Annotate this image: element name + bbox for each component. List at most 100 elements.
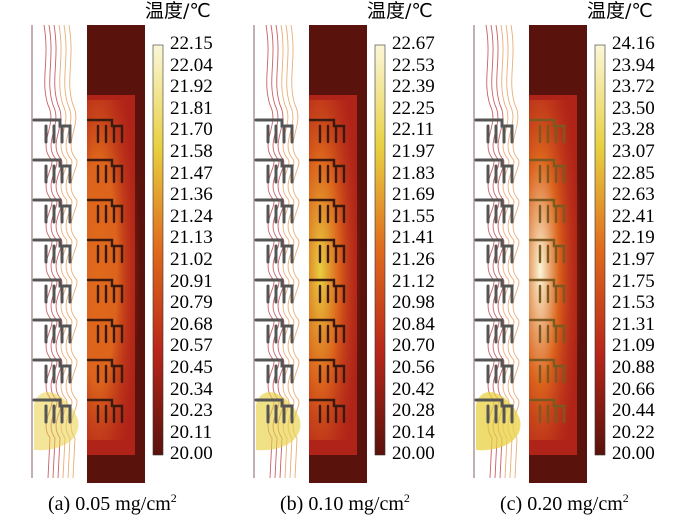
- caption-prefix: (c): [500, 493, 528, 515]
- colorbar-tick-label: 21.70: [170, 119, 213, 141]
- fin-shape: [86, 318, 124, 344]
- colorbar-tick-label: 23.07: [612, 141, 655, 162]
- contour-line: [68, 24, 78, 479]
- colorbar-tick-label: 22.63: [612, 184, 655, 206]
- colorbar-tick-label: 22.11: [392, 119, 435, 141]
- colorbar-tick-label: 21.02: [170, 249, 213, 270]
- fin-outline: [32, 198, 72, 224]
- caption-superscript: 2: [170, 491, 177, 505]
- fin-outline: [254, 118, 294, 144]
- colorbar: [152, 44, 164, 456]
- fin-outline: [32, 398, 72, 424]
- fin-outline: [254, 198, 294, 224]
- fin-outline: [474, 238, 514, 264]
- fin-outline: [474, 198, 514, 224]
- fin-shape: [528, 318, 566, 344]
- fin-shape: [528, 398, 566, 424]
- colorbar-tick-label: 20.23: [170, 400, 213, 422]
- colorbar-tick-label: 20.57: [170, 335, 213, 357]
- simulation-image: [473, 24, 606, 483]
- fin-outline: [254, 358, 294, 384]
- colorbar-tick-label: 21.24: [170, 205, 213, 227]
- fin-outline: [32, 158, 72, 184]
- fin-shape: [86, 198, 124, 224]
- colorbar-tick-label: 22.53: [392, 54, 435, 76]
- fin-shape: [308, 158, 346, 184]
- colorbar-tick-label: 21.97: [392, 141, 435, 162]
- colorbar-tick-label: 23.28: [612, 119, 655, 141]
- fin-shape: [528, 158, 566, 184]
- panel-caption: (b) 0.10 mg/cm2: [280, 491, 410, 516]
- fin-outline: [32, 278, 72, 304]
- colorbar-tick-label: 23.94: [612, 54, 655, 76]
- colorbar-tick-label: 20.70: [392, 335, 435, 357]
- caption-value: 0.10 mg/cm: [308, 493, 404, 515]
- fin-shape: [528, 278, 566, 304]
- contour-region: [253, 24, 301, 479]
- colorbar-tick-label: 20.00: [392, 443, 435, 465]
- colorbar-tick-label: 22.04: [170, 54, 213, 76]
- colorbar-tick-label: 20.91: [170, 270, 213, 292]
- colorbar-tick-label: 20.14: [392, 421, 435, 443]
- fin-outline: [254, 398, 294, 424]
- contour-line: [485, 24, 495, 479]
- fin-outline: [474, 158, 514, 184]
- colorbar-tick-label: 21.41: [392, 227, 435, 249]
- fin-shape: [308, 398, 346, 424]
- field-glow: [87, 100, 143, 440]
- simulation-image: [253, 24, 386, 483]
- colorbar-tick-label: 22.19: [612, 227, 655, 249]
- fin-shape: [86, 278, 124, 304]
- colorbar-tick-label: 21.53: [612, 292, 655, 314]
- colorbar-tick-label: 23.72: [612, 76, 655, 98]
- colorbar-tick-label: 21.26: [392, 249, 435, 270]
- colorbar-tick-label: 21.12: [392, 270, 435, 292]
- colorbar-tick-label: 20.66: [612, 378, 655, 400]
- colorbar-tick-label: 20.00: [170, 443, 213, 465]
- fin-shape: [308, 238, 346, 264]
- colorbar-tick-label: 22.25: [392, 97, 435, 119]
- fin-outline: [474, 358, 514, 384]
- colorbar-tick-label: 21.55: [392, 205, 435, 227]
- fin-outline: [32, 318, 72, 344]
- colorbar-tick-label: 20.28: [392, 400, 435, 422]
- fin-outline: [32, 358, 72, 384]
- colorbar-tick-label: 20.68: [170, 313, 213, 335]
- colorbar-tick-label: 20.56: [392, 357, 435, 378]
- contour-line: [43, 24, 53, 479]
- colorbar-unit-label: 温度/℃: [587, 0, 653, 22]
- contour-region: [31, 24, 79, 479]
- colorbar-tick-label: 20.11: [170, 421, 213, 443]
- colorbar-unit-label: 温度/℃: [367, 0, 433, 22]
- fin-outline: [32, 238, 72, 264]
- fin-outline: [474, 318, 514, 344]
- temperature-field: [308, 25, 367, 483]
- colorbar-tick-label: 22.85: [612, 162, 655, 184]
- colorbar-tick-label: 20.00: [612, 443, 655, 465]
- fin-outline: [254, 238, 294, 264]
- temperature-field: [528, 25, 587, 483]
- colorbar-tick-label: 22.15: [170, 33, 213, 54]
- caption-value: 0.05 mg/cm: [75, 493, 171, 515]
- fin-shape: [308, 278, 346, 304]
- colorbar-tick-label: 21.36: [170, 184, 213, 206]
- fin-outline: [254, 318, 294, 344]
- colorbar-tick-label: 21.69: [392, 184, 435, 206]
- fin-outline: [474, 118, 514, 144]
- colorbar-tick-label: 21.09: [612, 335, 655, 357]
- fin-outline: [474, 398, 514, 424]
- field-glow: [309, 100, 365, 440]
- panel-b: 温度/℃ 22.67 22.53 22.39 22.25 22.11 21.97 21.83 2…: [222, 0, 455, 522]
- colorbar-tick-label: 21.97: [612, 249, 655, 270]
- colorbar-tick-label: 20.88: [612, 357, 655, 378]
- colorbar-unit-label: 温度/℃: [145, 0, 211, 22]
- fin-shape: [86, 398, 124, 424]
- fin-shape: [86, 238, 124, 264]
- caption-value: 0.20 mg/cm: [527, 493, 623, 515]
- contour-region: [473, 24, 521, 479]
- colorbar-tick-label: 21.92: [170, 76, 213, 98]
- colorbar-tick-label: 22.39: [392, 76, 435, 98]
- colorbar-tick-label: 23.50: [612, 97, 655, 119]
- colorbar-tick-label: 21.47: [170, 162, 213, 184]
- panel-caption: (c) 0.20 mg/cm2: [500, 491, 629, 516]
